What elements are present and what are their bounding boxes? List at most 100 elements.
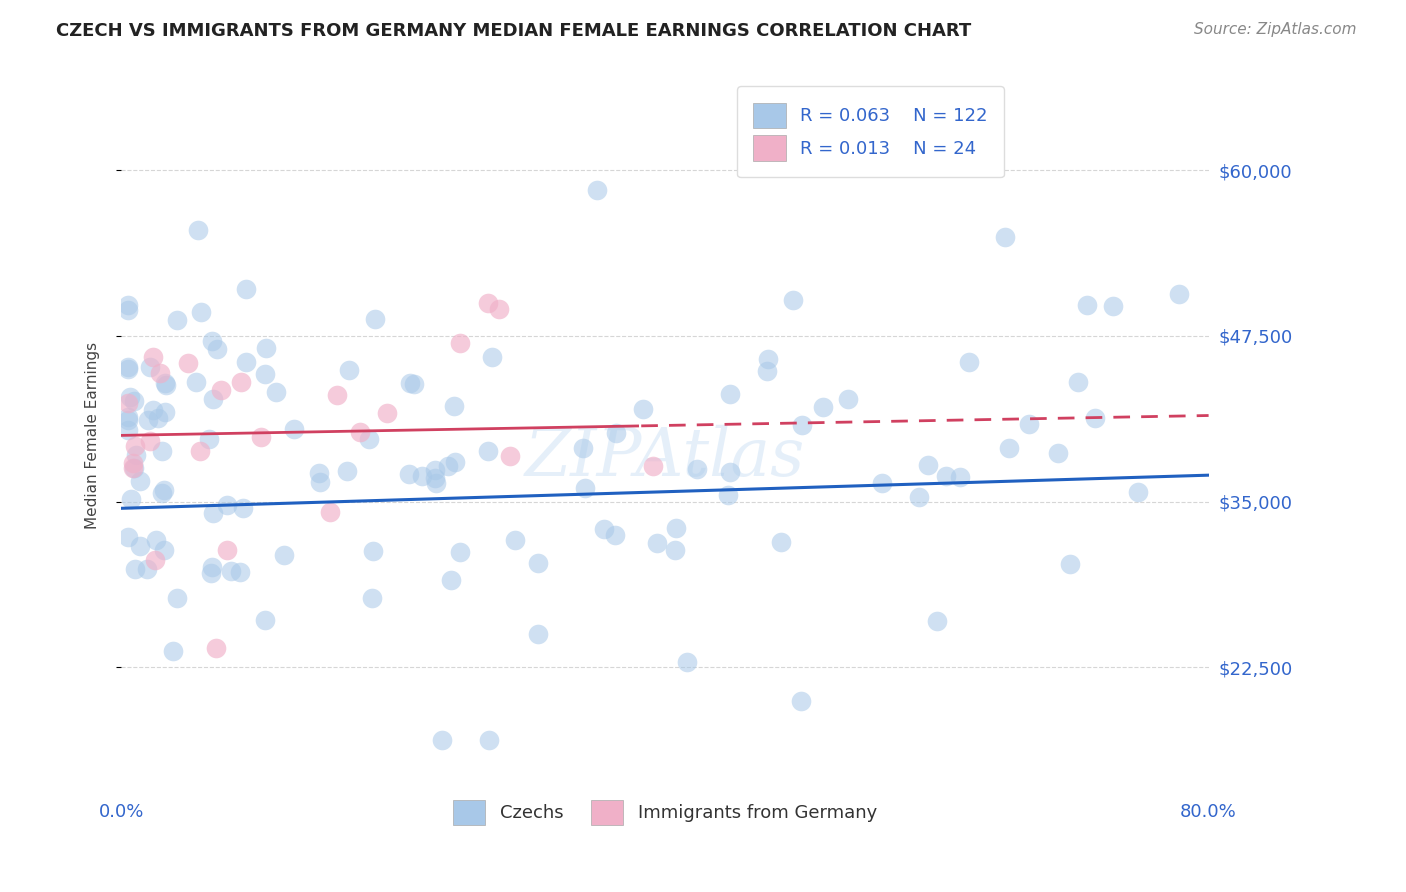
Point: [153, 405, 176, 419]
Point: [664, 543, 686, 558]
Point: [437, 458, 460, 473]
Point: [499, 449, 522, 463]
Point: [117, 360, 139, 375]
Point: [201, 334, 224, 349]
Point: [184, 376, 207, 390]
Point: [117, 362, 139, 376]
Point: [574, 481, 596, 495]
Point: [143, 552, 166, 566]
Point: [908, 490, 931, 504]
Point: [526, 556, 548, 570]
Text: ZIPAtlas: ZIPAtlas: [524, 425, 806, 490]
Point: [219, 564, 242, 578]
Point: [361, 544, 384, 558]
Point: [117, 410, 139, 425]
Point: [309, 475, 332, 490]
Point: [337, 363, 360, 377]
Point: [444, 455, 467, 469]
Point: [150, 444, 173, 458]
Point: [718, 465, 741, 479]
Point: [717, 488, 740, 502]
Point: [349, 425, 371, 439]
Point: [1102, 299, 1125, 313]
Point: [205, 640, 228, 655]
Point: [166, 591, 188, 605]
Point: [124, 562, 146, 576]
Point: [917, 458, 939, 472]
Text: Source: ZipAtlas.com: Source: ZipAtlas.com: [1194, 22, 1357, 37]
Point: [129, 474, 152, 488]
Point: [142, 350, 165, 364]
Point: [443, 400, 465, 414]
Point: [449, 336, 471, 351]
Point: [138, 413, 160, 427]
Point: [870, 476, 893, 491]
Point: [250, 430, 273, 444]
Point: [308, 466, 330, 480]
Point: [477, 443, 499, 458]
Point: [229, 565, 252, 579]
Point: [1067, 375, 1090, 389]
Point: [145, 533, 167, 548]
Point: [572, 441, 595, 455]
Point: [449, 545, 471, 559]
Point: [1018, 417, 1040, 432]
Point: [326, 388, 349, 402]
Point: [488, 301, 510, 316]
Point: [117, 396, 139, 410]
Point: [792, 418, 814, 433]
Point: [756, 351, 779, 366]
Point: [425, 476, 447, 491]
Point: [254, 341, 277, 355]
Point: [790, 693, 813, 707]
Point: [253, 613, 276, 627]
Point: [605, 426, 627, 441]
Point: [129, 539, 152, 553]
Point: [375, 406, 398, 420]
Point: [837, 392, 859, 406]
Point: [117, 413, 139, 427]
Point: [1168, 287, 1191, 301]
Point: [647, 536, 669, 550]
Point: [149, 366, 172, 380]
Point: [217, 498, 239, 512]
Point: [215, 543, 238, 558]
Point: [526, 627, 548, 641]
Point: [150, 485, 173, 500]
Point: [152, 543, 174, 558]
Point: [411, 469, 433, 483]
Point: [138, 434, 160, 448]
Point: [592, 522, 614, 536]
Point: [122, 460, 145, 475]
Point: [603, 528, 626, 542]
Point: [117, 530, 139, 544]
Point: [124, 439, 146, 453]
Point: [188, 444, 211, 458]
Point: [253, 368, 276, 382]
Point: [782, 293, 804, 308]
Point: [769, 535, 792, 549]
Point: [756, 364, 779, 378]
Point: [675, 656, 697, 670]
Point: [190, 305, 212, 319]
Point: [811, 400, 834, 414]
Point: [153, 376, 176, 391]
Point: [935, 469, 957, 483]
Legend: Czechs, Immigrants from Germany: Czechs, Immigrants from Germany: [444, 791, 886, 834]
Point: [232, 501, 254, 516]
Point: [478, 733, 501, 747]
Point: [1059, 557, 1081, 571]
Point: [718, 386, 741, 401]
Point: [633, 401, 655, 416]
Text: CZECH VS IMMIGRANTS FROM GERMANY MEDIAN FEMALE EARNINGS CORRELATION CHART: CZECH VS IMMIGRANTS FROM GERMANY MEDIAN …: [56, 22, 972, 40]
Point: [997, 441, 1019, 455]
Point: [122, 456, 145, 470]
Point: [949, 470, 972, 484]
Point: [148, 411, 170, 425]
Point: [425, 471, 447, 485]
Point: [162, 643, 184, 657]
Point: [198, 432, 221, 446]
Point: [440, 574, 463, 588]
Point: [994, 229, 1017, 244]
Point: [155, 378, 177, 392]
